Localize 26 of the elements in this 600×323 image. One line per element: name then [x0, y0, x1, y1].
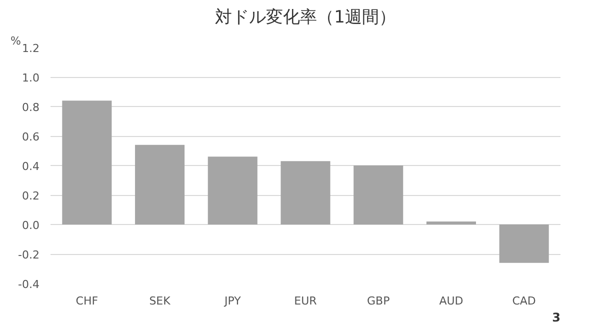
y-tick-label: 0.0: [22, 219, 40, 232]
y-tick-label: 1.2: [22, 42, 40, 55]
bar: [426, 222, 476, 224]
y-tick-label: 0.6: [22, 130, 40, 144]
y-tick-label: 1.0: [22, 72, 40, 84]
bar: [280, 161, 330, 224]
bar: [135, 144, 185, 224]
y-axis-title: %: [10, 34, 21, 48]
y-tick-label: -0.4: [18, 278, 40, 291]
bar: [62, 100, 112, 224]
bar: [499, 224, 549, 263]
y-tick-label: -0.2: [18, 248, 40, 262]
x-tick-label: CHF: [76, 294, 98, 308]
x-tick-label: EUR: [294, 294, 318, 308]
y-tick-label: 0.2: [22, 190, 40, 202]
chart-title: 対ドル変化率（1週間）: [215, 8, 396, 28]
x-tick-label: JPY: [223, 294, 242, 308]
x-tick-label: SEK: [149, 294, 172, 308]
x-tick-label: AUD: [439, 294, 464, 308]
text: 3: [552, 310, 561, 323]
x-tick-label: GBP: [367, 294, 390, 308]
x-tick-label: CAD: [512, 294, 536, 308]
y-tick-label: 0.8: [22, 101, 40, 114]
bar: [354, 166, 404, 224]
y-tick-label: 0.4: [22, 160, 40, 173]
bar: [208, 156, 258, 224]
